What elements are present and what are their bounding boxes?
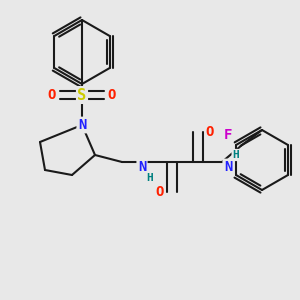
Text: O: O: [156, 185, 164, 199]
Text: O: O: [108, 88, 116, 102]
Text: H: H: [147, 173, 153, 183]
Text: N: N: [138, 160, 146, 174]
Text: O: O: [48, 88, 56, 102]
Text: O: O: [206, 125, 214, 139]
Text: S: S: [77, 88, 87, 103]
Text: N: N: [224, 160, 232, 174]
Text: N: N: [78, 118, 86, 132]
Text: F: F: [224, 128, 232, 142]
Text: H: H: [232, 150, 239, 160]
